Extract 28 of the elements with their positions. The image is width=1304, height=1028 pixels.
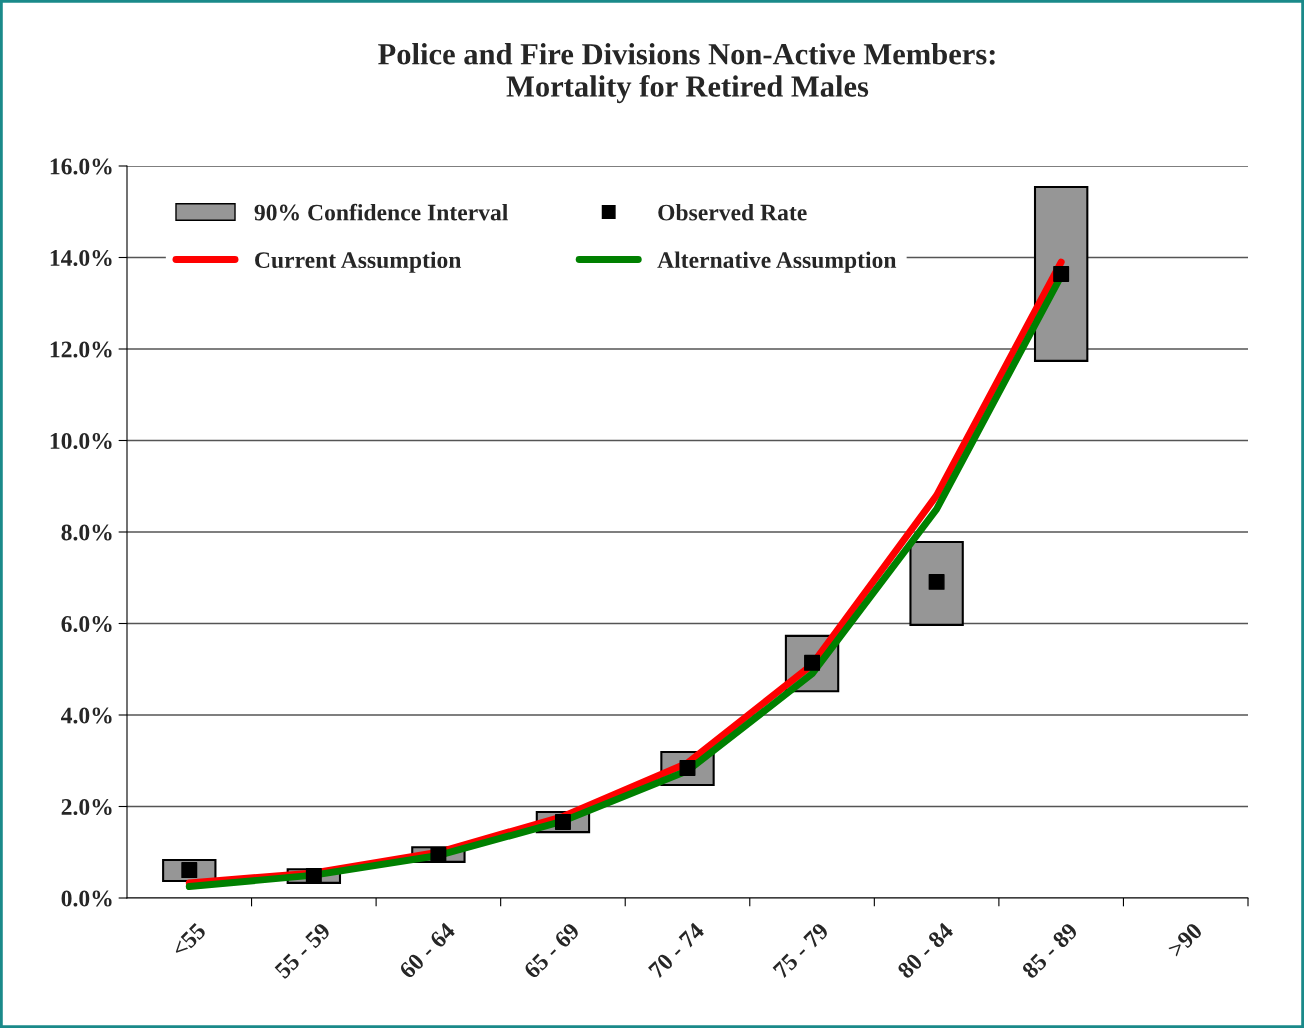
chart-title: Police and Fire Divisions Non-Active Members: Mortality for Retired Males: [378, 43, 995, 104]
x-tick-label: 80 - 84: [896, 921, 955, 980]
point: [928, 573, 945, 590]
x-tick-label: <55: [170, 922, 207, 958]
point: [1053, 265, 1070, 282]
legend-label: Current Assumption: [255, 251, 462, 273]
x-tick-label: 85 - 89: [1021, 921, 1079, 980]
x-tick-label: >90: [1167, 921, 1204, 958]
y-tick-label: 2.0%: [61, 798, 112, 816]
y-tick-label: 10.0%: [50, 432, 112, 450]
x-tick-label: 55 - 59: [273, 922, 332, 980]
x-tick-label: 60 - 64: [398, 921, 457, 980]
point: [430, 847, 447, 863]
bar: [1033, 186, 1089, 362]
x-tick-label: 65 - 69: [522, 922, 581, 980]
y-tick-label: 8.0%: [61, 524, 112, 541]
y-tick-label: 0.0%: [61, 890, 112, 907]
y-tick-label: 4.0%: [61, 707, 112, 724]
x-tick-label: 75 - 79: [772, 922, 830, 979]
y-tick-label: 16.0%: [50, 158, 112, 175]
legend-label: Alternative Assumption: [657, 251, 897, 273]
y-tick-label: 6.0%: [61, 615, 112, 633]
bar: [909, 541, 964, 626]
y-tick-label: 14.0%: [50, 249, 112, 267]
x-tick-label: 70 - 74: [647, 921, 706, 979]
legend-label: Observed Rate: [658, 203, 807, 221]
legend-label: 90% Confidence Interval: [254, 203, 508, 221]
y-tick-label: 12.0%: [50, 341, 112, 358]
